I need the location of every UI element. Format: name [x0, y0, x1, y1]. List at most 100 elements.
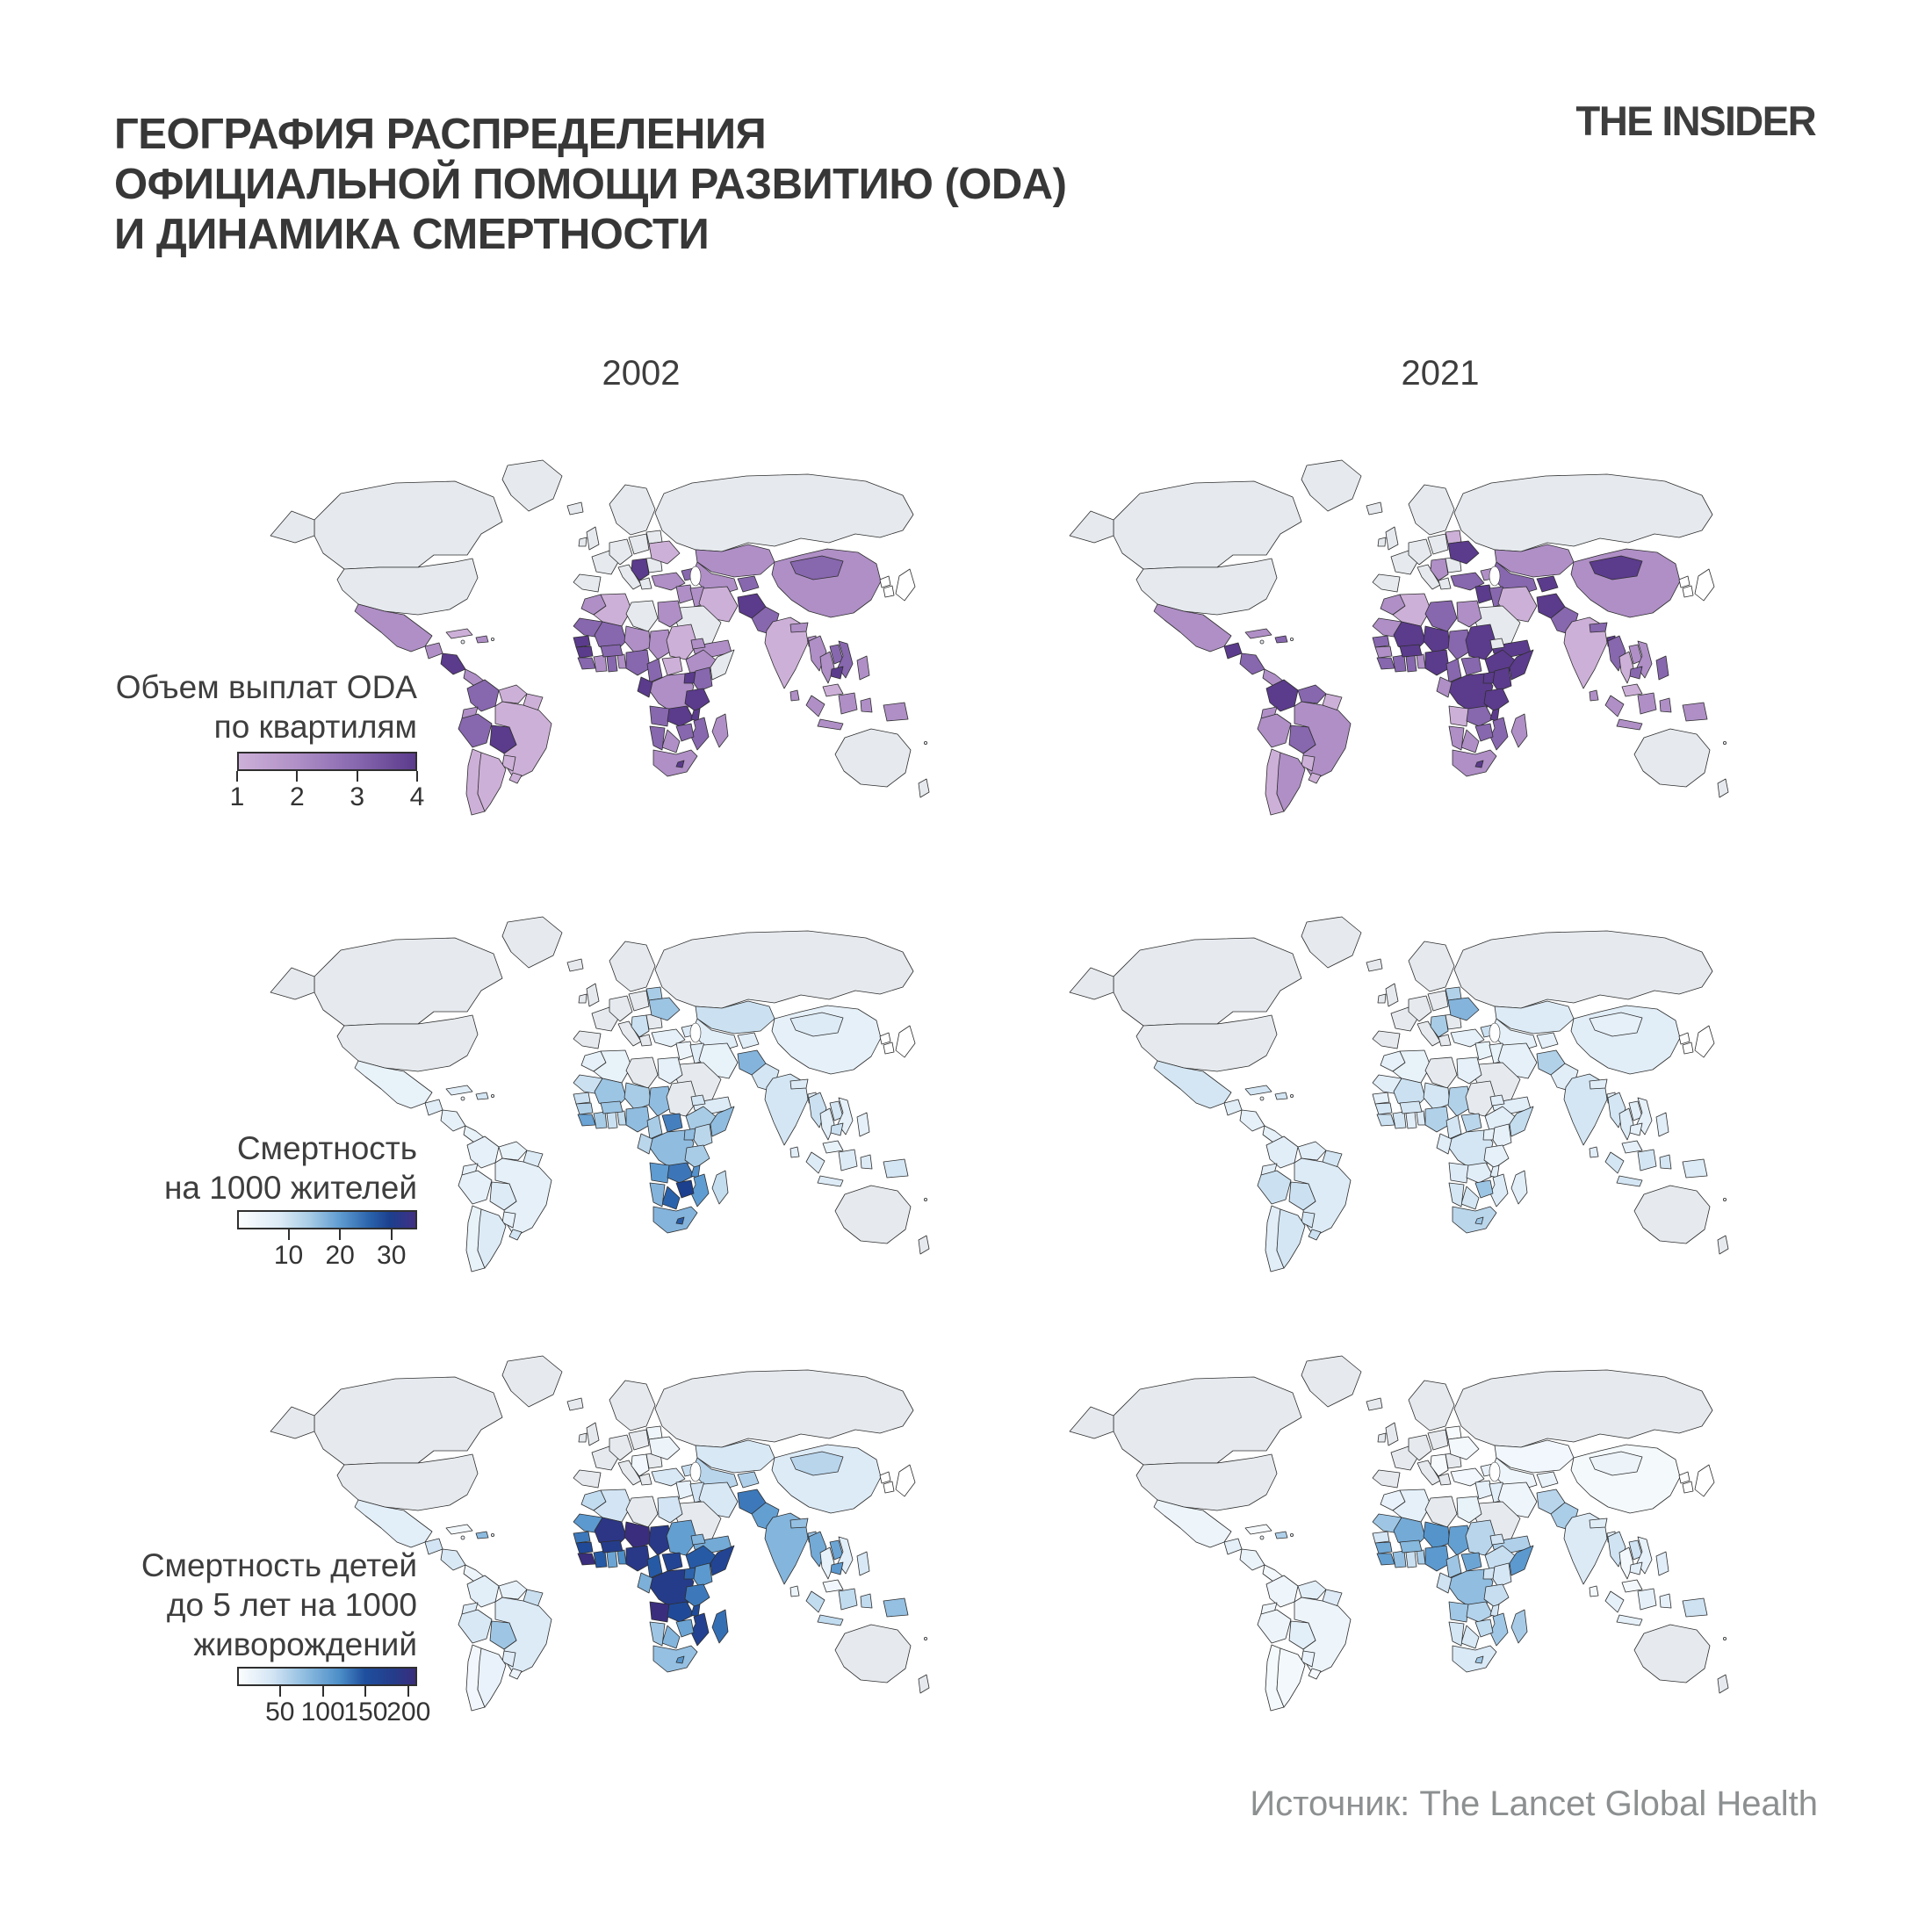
country-nz — [1717, 1674, 1729, 1694]
country-india — [764, 1073, 809, 1146]
country-argentina — [1276, 1208, 1306, 1269]
country-congo_gabon — [1436, 1572, 1453, 1594]
row-label-oda-line-2: по квартилям — [213, 709, 417, 745]
country-syria_jordan — [1474, 584, 1494, 604]
legend-tick-mark: 100 — [301, 1686, 345, 1727]
country-nepal_bhutan — [1589, 622, 1608, 633]
country-cambodia — [1629, 1561, 1643, 1575]
country-java — [817, 718, 844, 731]
country-png — [1682, 1597, 1708, 1618]
country-tanzania — [684, 1583, 710, 1608]
country-uk — [586, 526, 600, 551]
country-car — [661, 656, 683, 676]
country-java — [1616, 1614, 1643, 1626]
country-sumatra — [805, 1151, 825, 1174]
island-dot — [1289, 1532, 1294, 1537]
country-greece — [638, 1034, 652, 1047]
country-burkina — [1399, 1100, 1423, 1114]
country-uruguay — [508, 772, 523, 784]
country-russia — [1453, 930, 1713, 1009]
country-mauritania — [1372, 1513, 1402, 1534]
country-cotedivoire — [593, 654, 608, 673]
country-uruguay — [508, 1668, 523, 1680]
country-angola — [1448, 1601, 1469, 1623]
country-bolivia — [1288, 1181, 1316, 1211]
country-usa — [1135, 1453, 1278, 1511]
country-srilanka — [1589, 1585, 1599, 1597]
country-iberia — [1372, 1030, 1401, 1049]
country-cameroon — [646, 1554, 663, 1579]
legend-tick-mark: 150 — [343, 1686, 387, 1727]
country-png — [883, 1158, 909, 1179]
country-ukraine — [1447, 997, 1480, 1021]
legend-tick-label: 10 — [273, 1241, 304, 1270]
country-burkina — [600, 1539, 624, 1554]
country-germany_central — [609, 995, 633, 1022]
country-canada — [1113, 480, 1302, 570]
row-label-oda-line-1: Объем выплат ODA — [115, 669, 417, 705]
country-mozambique — [690, 1612, 710, 1647]
country-cambodia — [830, 666, 844, 680]
country-somalia — [1509, 649, 1534, 681]
country-russia — [1453, 473, 1713, 552]
country-kenya — [693, 1562, 713, 1588]
country-mexico — [354, 1060, 433, 1109]
country-egypt — [1456, 600, 1482, 628]
country-srilanka — [789, 689, 800, 702]
country-sierra_liberia — [1376, 1114, 1395, 1127]
country-honduras_nicaragua — [1239, 1109, 1265, 1132]
row-label-mortality-line-1: Смертность — [236, 1130, 417, 1166]
country-somalia — [710, 649, 735, 681]
map-child-mortality-2002 — [246, 1344, 948, 1726]
country-cambodia — [830, 1561, 844, 1575]
country-korea_s — [883, 585, 895, 598]
country-iceland — [1366, 501, 1383, 515]
country-cotedivoire — [1392, 1111, 1407, 1129]
island-dot — [1259, 1535, 1265, 1540]
country-ukraine — [1447, 1436, 1480, 1460]
country-borneo — [838, 1588, 858, 1611]
country-srilanka — [1589, 1146, 1599, 1158]
country-sierra_liberia — [577, 1114, 596, 1127]
country-sierra_liberia — [1376, 657, 1395, 670]
country-poland_baltics — [1427, 1429, 1449, 1451]
country-argentina — [477, 1647, 507, 1708]
country-greece — [638, 577, 652, 590]
legend-tick-mark: 20 — [325, 1229, 355, 1270]
world-map — [1069, 459, 1729, 816]
country-paraguay — [1301, 1211, 1316, 1229]
country-iceland — [566, 958, 584, 972]
country-chad — [648, 629, 673, 660]
country-australia — [1633, 1185, 1711, 1244]
caspian-sea — [689, 566, 702, 587]
country-car — [661, 1552, 683, 1572]
country-sumatra — [1604, 1590, 1625, 1613]
country-sulawesi — [1659, 1154, 1672, 1170]
country-scandinavia — [609, 1380, 656, 1431]
country-mongolia — [789, 555, 844, 580]
country-poland_baltics — [1427, 533, 1449, 555]
country-mongolia — [789, 1012, 844, 1037]
island-dot — [460, 1096, 465, 1101]
legend-tick-label: 3 — [350, 782, 364, 811]
country-nz — [918, 778, 930, 798]
country-india — [1563, 616, 1608, 689]
country-belarus — [1445, 986, 1462, 1001]
country-libya — [1424, 600, 1458, 632]
country-guatemala — [1223, 642, 1243, 660]
world-map — [270, 1355, 930, 1712]
legend-tick-mark: 1 — [230, 771, 244, 811]
country-sierra_liberia — [577, 657, 596, 670]
country-philippines — [1655, 1112, 1669, 1137]
country-burkina — [600, 644, 624, 658]
country-egypt — [657, 600, 683, 628]
country-alaska — [270, 1406, 315, 1439]
caspian-sea — [689, 1461, 702, 1482]
country-argentina — [1276, 752, 1306, 812]
country-korea_n — [1678, 575, 1690, 588]
country-cotedivoire — [1392, 1550, 1407, 1568]
legend-gradient-bar — [237, 1210, 417, 1229]
country-argentina — [477, 752, 507, 812]
country-bolivia — [1288, 1620, 1316, 1650]
legend-tick-mark: 4 — [410, 771, 424, 811]
